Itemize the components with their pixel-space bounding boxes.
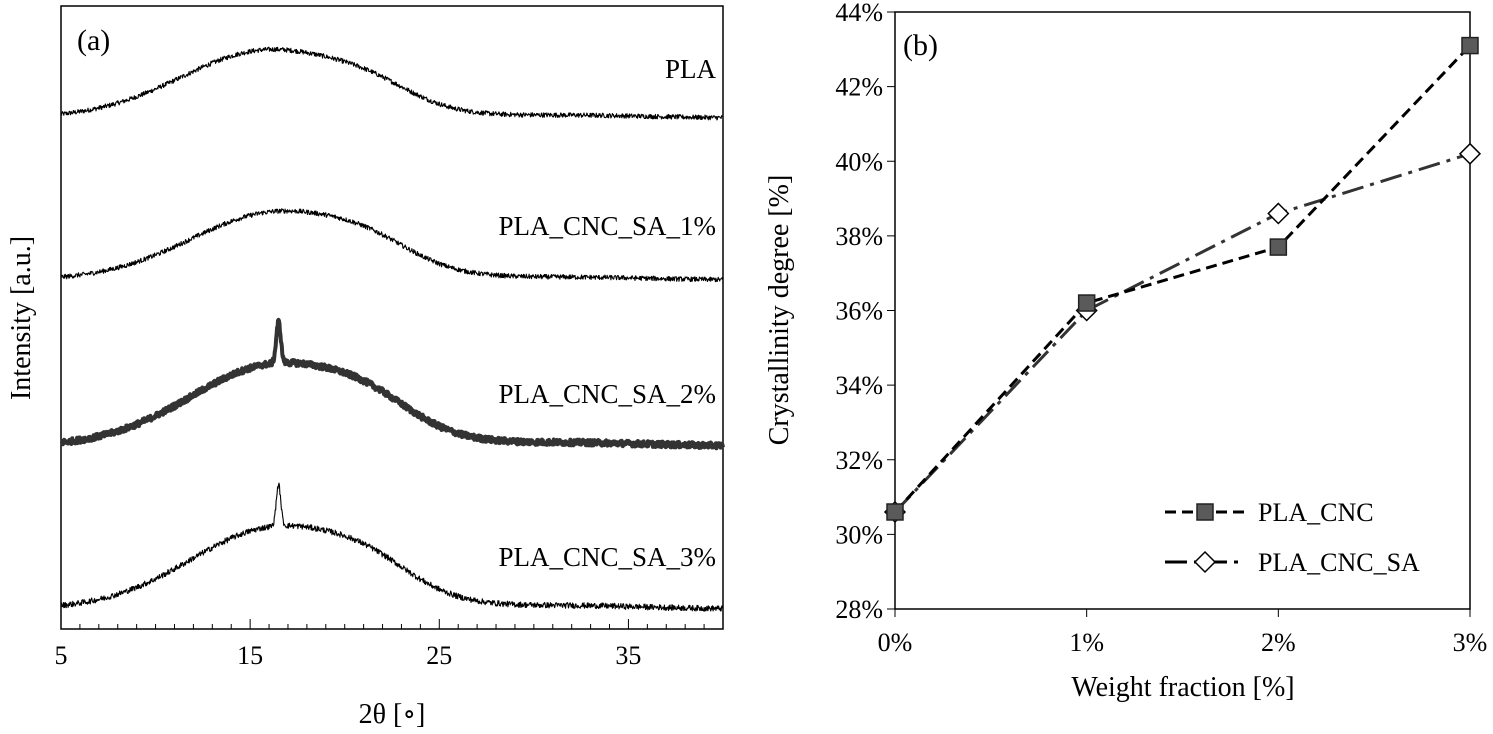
panel-a-traces: [59, 46, 725, 612]
x-tick-label: 15: [237, 641, 263, 670]
y-tick-label: 32%: [835, 446, 883, 475]
panel-a-series-labels: PLA PLA_CNC_SA_1% PLA_CNC_SA_2% PLA_CNC_SA_…: [498, 54, 716, 572]
series-label-pla: PLA: [665, 54, 717, 84]
panel-b-series: [883, 36, 1482, 524]
panel-b-label: (b): [903, 29, 938, 62]
y-tick-label: 28%: [835, 595, 883, 624]
y-tick-label: 30%: [835, 520, 883, 549]
data-point-pla-cnc-1pct: [1077, 294, 1096, 312]
x-tick-label: 35: [615, 641, 641, 670]
data-point-pla-cnc-sa-2pct: [1267, 202, 1290, 225]
y-tick-label: 40%: [835, 147, 883, 176]
xrd-trace-pla-cnc-sa-1pct: [60, 208, 724, 283]
y-tick-label: 34%: [835, 371, 883, 400]
data-point-pla-cnc-2pct: [1269, 238, 1288, 256]
series-line-pla-cnc-sa: [893, 152, 1471, 514]
panel-a-x-axis-label: 2θ [∘]: [359, 699, 426, 730]
xrd-trace-pla-cnc-sa-2pct: [59, 317, 725, 451]
panel-a-x-ticks: 5 15 25 35: [55, 619, 724, 670]
x-tick-label: 25: [426, 641, 452, 670]
panel-b-legend: PLA_CNC PLA_CNC_SA: [1165, 498, 1420, 577]
panel-b-x-axis-label: Weight fraction [%]: [1071, 672, 1294, 703]
x-tick-label: 1%: [1069, 628, 1104, 657]
legend-marker-pla-cnc-sa: [1193, 550, 1217, 574]
panel-a-plot-frame: [60, 5, 724, 630]
legend-label-pla-cnc-sa: PLA_CNC_SA: [1258, 548, 1420, 577]
data-point-pla-cnc-3pct: [1461, 36, 1479, 55]
series-label-pla-cnc-sa-3pct: PLA_CNC_SA_3%: [498, 542, 716, 572]
data-point-pla-cnc-sa-3pct: [1458, 142, 1482, 165]
y-tick-label: 42%: [835, 73, 883, 102]
y-tick-label: 44%: [835, 0, 883, 27]
panel-a: PLA PLA_CNC_SA_1% PLA_CNC_SA_2% PLA_CNC_SA_…: [6, 5, 725, 730]
data-point-pla-cnc-0pct: [886, 503, 904, 521]
panel-b-y-axis-label: Crystallinity degree [%]: [764, 175, 795, 446]
xrd-trace-pla-cnc-sa-3pct: [60, 482, 724, 612]
legend-label-pla-cnc: PLA_CNC: [1258, 498, 1374, 527]
panel-b: 28% 30% 32% 34% 36% 38% 40% 42% 44% 0% 1% 2% 3% PLA…: [764, 0, 1487, 703]
legend-marker-pla-cnc: [1196, 503, 1214, 521]
x-tick-label: 3%: [1453, 628, 1488, 657]
panel-a-label: (a): [77, 24, 110, 57]
y-tick-label: 36%: [835, 297, 883, 326]
series-label-pla-cnc-sa-2pct: PLA_CNC_SA_2%: [498, 379, 716, 409]
panel-b-plot-frame: [894, 11, 1471, 610]
panel-a-y-axis-label: Intensity [a.u.]: [6, 236, 37, 400]
x-tick-label: 0%: [878, 628, 913, 657]
series-line-pla-cnc: [893, 44, 1472, 514]
xrd-trace-pla: [60, 46, 724, 121]
panel-b-y-ticks: 28% 30% 32% 34% 36% 38% 40% 42% 44%: [835, 0, 895, 624]
series-label-pla-cnc-sa-1pct: PLA_CNC_SA_1%: [498, 211, 716, 241]
panel-b-x-ticks: 0% 1% 2% 3%: [878, 609, 1488, 657]
x-tick-label: 5: [55, 641, 68, 670]
x-tick-label: 2%: [1261, 628, 1296, 657]
y-tick-label: 38%: [835, 222, 883, 251]
